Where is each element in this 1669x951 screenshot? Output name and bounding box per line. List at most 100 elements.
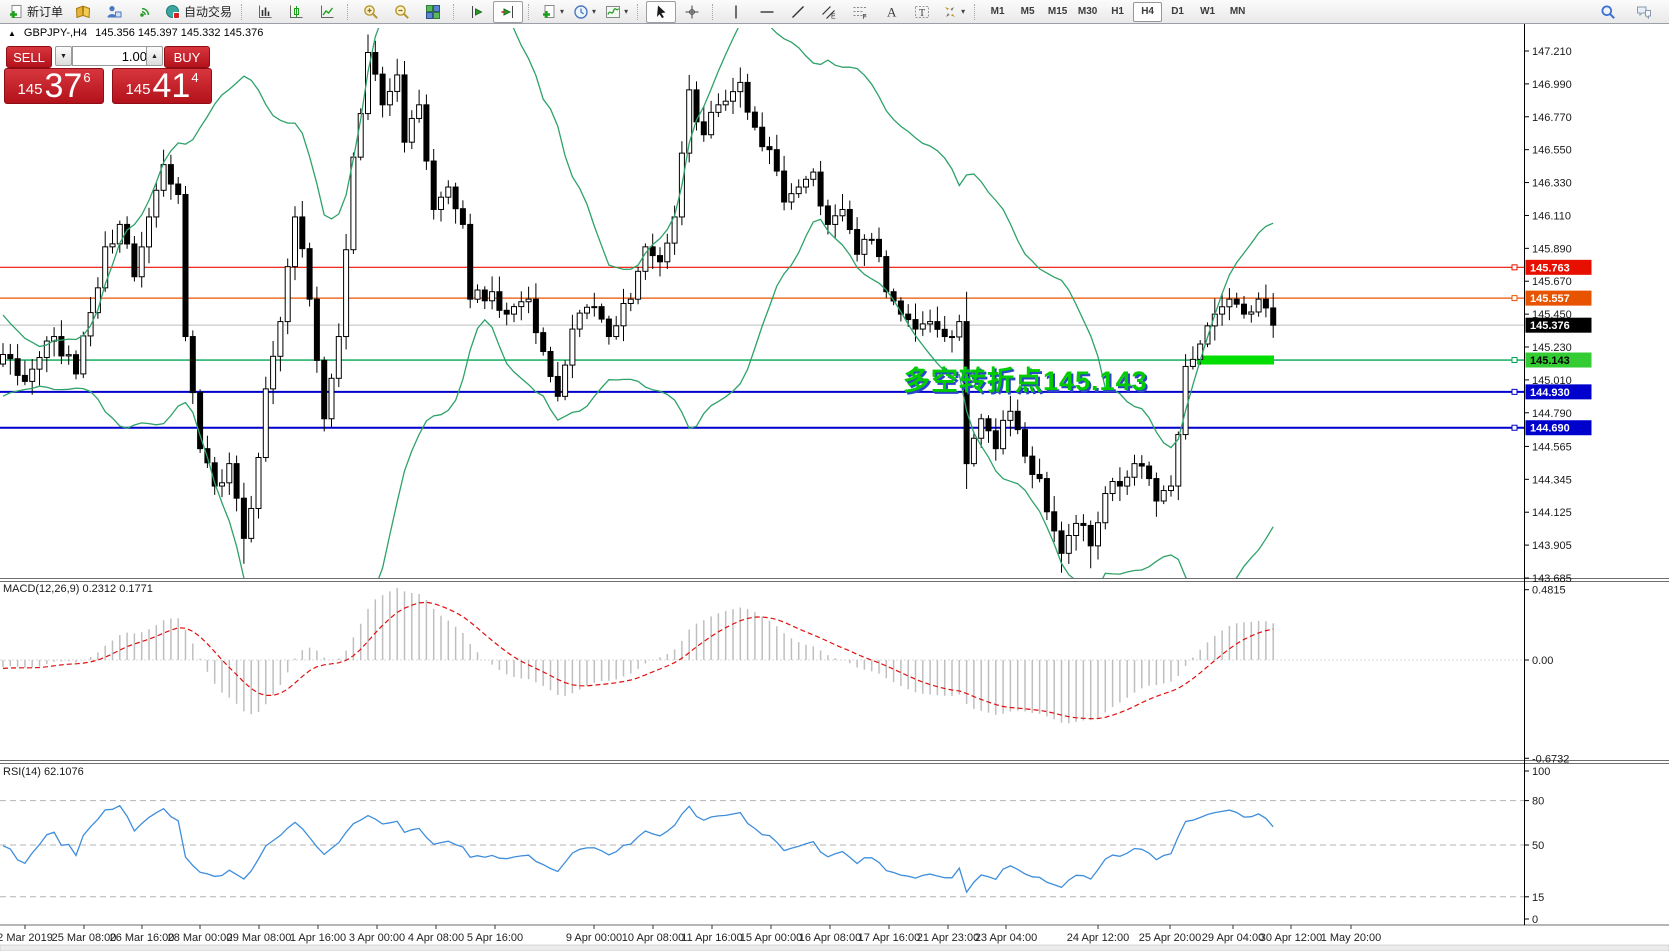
timeframe-m1-button[interactable]: M1: [990, 6, 1005, 17]
buy-price-big: 41: [152, 67, 191, 105]
crosshair-icon: [685, 5, 699, 18]
new-chart-icon: [543, 4, 555, 18]
chevron-down-icon[interactable]: ▾: [560, 6, 565, 16]
status-strip: [0, 944, 1669, 951]
auto-scroll-button[interactable]: [462, 1, 492, 23]
timeframe-mn-button[interactable]: MN: [1229, 6, 1246, 17]
draw-trendline-button[interactable]: [783, 1, 813, 23]
line-drag-handle[interactable]: [1511, 388, 1518, 395]
zoom-in-icon: [364, 4, 378, 19]
chevron-down-icon[interactable]: ▾: [624, 6, 629, 16]
svg-text:1 May 20:00: 1 May 20:00: [1321, 932, 1382, 944]
history-center-button[interactable]: [68, 1, 98, 23]
svg-text:26 Mar 16:00: 26 Mar 16:00: [110, 932, 175, 944]
candle-chart-button[interactable]: [281, 1, 311, 23]
draw-arrows-button[interactable]: ▾: [938, 1, 969, 23]
sell-button[interactable]: SELL: [6, 46, 52, 68]
new-order-label: 新订单: [27, 5, 64, 19]
new-chart-button[interactable]: ▾: [537, 1, 568, 23]
timeframe-m30-button[interactable]: M30: [1077, 6, 1098, 17]
timeframe-d1-button[interactable]: D1: [1171, 6, 1184, 17]
draw-vline-button[interactable]: [721, 1, 751, 23]
sell-price-sup: 6: [83, 70, 91, 85]
svg-text:143.685: 143.685: [1532, 573, 1572, 585]
svg-text:144.565: 144.565: [1532, 441, 1572, 453]
cursor-button[interactable]: [646, 0, 677, 23]
line-drag-handle[interactable]: [1511, 357, 1518, 364]
timeframe-h4-button[interactable]: H4: [1133, 1, 1163, 22]
timeframe-h1-button[interactable]: H1: [1111, 6, 1124, 17]
chevron-down-icon[interactable]: ▾: [592, 6, 597, 16]
svg-text:29 Mar 08:00: 29 Mar 08:00: [227, 932, 292, 944]
panel-collapse-icon[interactable]: ▲: [8, 28, 16, 38]
volume-increase-button[interactable]: ▲: [146, 46, 163, 66]
toolbar-right-icons: [1593, 1, 1665, 23]
draw-label-button[interactable]: T: [907, 1, 937, 23]
timeframe-m15-button[interactable]: M15: [1047, 6, 1068, 17]
line-drag-handle[interactable]: [1511, 424, 1518, 431]
label-icon: T: [915, 5, 930, 19]
autotrade-icon: [166, 4, 181, 19]
candlestick-chart-canvas[interactable]: 147.210 146.990 146.770 146.550 146.330 146.1…: [0, 24, 1669, 951]
line-drag-handle[interactable]: [1511, 264, 1518, 271]
profiles-button[interactable]: ▾: [569, 1, 600, 23]
svg-text:2 Mar 2019: 2 Mar 2019: [0, 932, 53, 944]
svg-text:25 Apr 20:00: 25 Apr 20:00: [1139, 932, 1201, 944]
volume-input[interactable]: [72, 46, 152, 66]
new-order-icon: [10, 4, 22, 18]
zoom-out-icon: [395, 4, 409, 19]
zoom-in-button[interactable]: [356, 1, 386, 23]
chevron-down-icon[interactable]: ▾: [961, 6, 966, 16]
buy-price[interactable]: 145 41 4: [112, 68, 212, 104]
sell-price-big: 37: [44, 67, 83, 105]
svg-text:0: 0: [1532, 914, 1538, 926]
line-chart-button[interactable]: [312, 1, 342, 23]
draw-text-button[interactable]: A: [876, 1, 906, 23]
tile-windows-button[interactable]: [418, 1, 448, 23]
draw-fibonacci-button[interactable]: F: [845, 1, 875, 23]
chart-shift-icon: [501, 5, 514, 18]
zoom-out-button[interactable]: [387, 1, 417, 23]
price-badge: [1525, 317, 1592, 333]
chat-button[interactable]: [1629, 1, 1659, 23]
autotrading-button[interactable]: 自动交易: [161, 1, 236, 23]
timeframe-w1-button[interactable]: W1: [1200, 6, 1216, 17]
sell-price-prefix: 145: [17, 81, 43, 98]
macd-pane: [0, 588, 1524, 724]
svg-text:-0.6732: -0.6732: [1532, 753, 1569, 765]
symbol-period-label: GBPJPY-,H4: [23, 27, 88, 39]
profile-button[interactable]: [99, 1, 129, 23]
volume-decrease-button[interactable]: ▼: [55, 46, 72, 66]
line-icon: [321, 5, 334, 18]
svg-text:145.670: 145.670: [1532, 276, 1572, 288]
svg-text:F: F: [863, 14, 867, 20]
crosshair-button[interactable]: [677, 1, 707, 23]
pivot-highlight-bar[interactable]: [1197, 355, 1274, 365]
sell-price[interactable]: 145 37 6: [4, 68, 104, 104]
signals-button[interactable]: [130, 1, 160, 23]
timeframe-m5-button[interactable]: M5: [1020, 6, 1035, 17]
search-button[interactable]: [1593, 1, 1623, 23]
svg-text:146.110: 146.110: [1532, 210, 1571, 222]
svg-text:145.376: 145.376: [1530, 320, 1570, 332]
indicators-icon: [606, 5, 621, 18]
chart-area[interactable]: 147.210 146.990 146.770 146.550 146.330 146.1…: [0, 24, 1669, 951]
main-toolbar: 新订单 自动交易 ▾ ▾ ▾ E F A T ▾ M1 M5 M15 M30 H1 H4 D1 W1 MN: [0, 0, 1669, 24]
svg-text:145.010: 145.010: [1532, 375, 1572, 387]
draw-hline-button[interactable]: [752, 1, 782, 23]
svg-text:145.763: 145.763: [1530, 262, 1570, 274]
line-drag-handle[interactable]: [1511, 295, 1518, 302]
macd-signal-line: [2, 601, 1274, 720]
new-order-button[interactable]: 新订单: [4, 1, 67, 23]
chart-shift-button[interactable]: [493, 0, 524, 23]
price-badge: [1525, 352, 1592, 368]
svg-text:146.770: 146.770: [1532, 112, 1572, 124]
bar-chart-button[interactable]: [250, 1, 280, 23]
draw-channel-button[interactable]: E: [814, 1, 844, 23]
rsi-pane: [0, 800, 1524, 898]
indicators-list-button[interactable]: ▾: [601, 1, 632, 23]
svg-text:144.790: 144.790: [1532, 408, 1572, 420]
buy-button[interactable]: BUY: [164, 46, 210, 68]
